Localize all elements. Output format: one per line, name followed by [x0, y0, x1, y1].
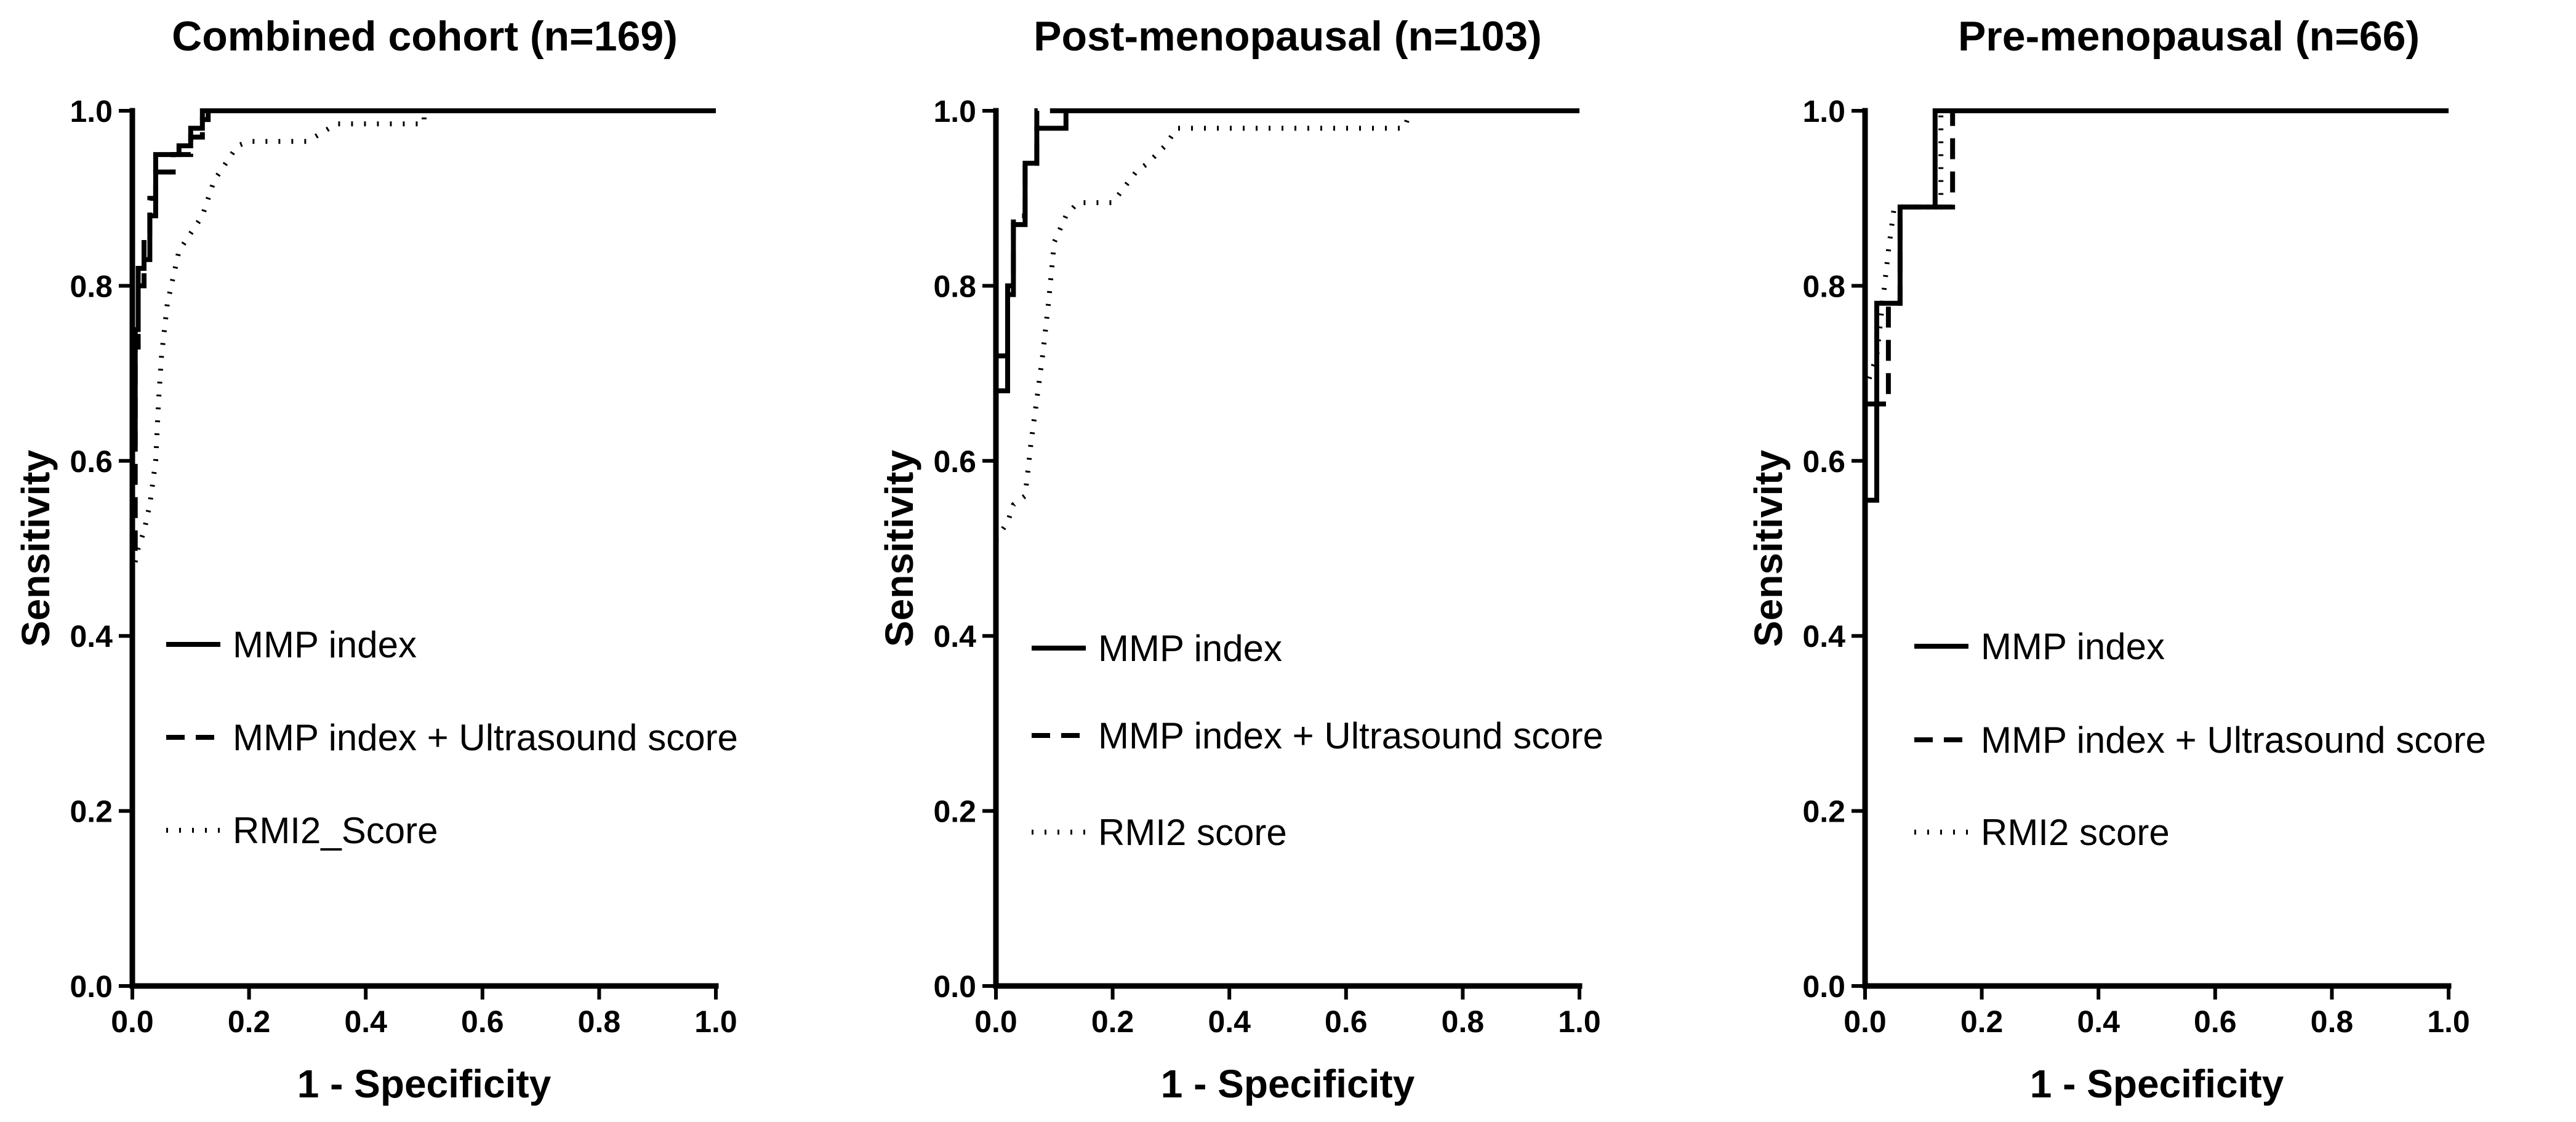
x-tick-label: 0.0: [1844, 1004, 1887, 1039]
chart-title: Pre-menopausal (n=66): [1958, 13, 2420, 60]
roc-panel-2: Post-menopausal (n=103) 0.0 0.2 0.4 0.6 0.8 1.…: [877, 13, 1603, 1106]
x-tick-label: 0.4: [344, 1004, 387, 1039]
y-tick-label: 0.6: [1802, 444, 1845, 479]
x-tick-label: 0.0: [111, 1004, 154, 1039]
y-tick-label: 0.8: [933, 269, 976, 303]
x-tick-label: 0.2: [1091, 1004, 1134, 1039]
y-tick-label: 0.0: [70, 969, 113, 1004]
y-tick-label: 1.0: [933, 94, 976, 129]
x-tick-label: 0.6: [461, 1004, 504, 1039]
series-line-solid: [996, 108, 1579, 393]
x-tick-label: 0.2: [228, 1004, 271, 1039]
y-tick-label: 0.4: [1802, 619, 1845, 654]
series-line-dotted: [130, 108, 716, 575]
roc-panel-3: Pre-menopausal (n=66) 0.0 0.2 0.4 0.6 0.8 1.0 0…: [1746, 13, 2486, 1106]
series-line-solid: [1865, 108, 2449, 503]
x-tick-label: 0.6: [1325, 1004, 1368, 1039]
y-tick-label: 0.8: [70, 269, 113, 303]
roc-panel-1: Combined cohort (n=169) 0.0 0.2 0.4 0.6 0.8 1.…: [14, 13, 738, 1106]
series-line-dotted: [993, 108, 1579, 542]
legend-label: MMP index: [233, 624, 417, 665]
y-tick-label: 0.2: [933, 795, 976, 829]
legend-label: RMI2_Score: [233, 810, 438, 851]
y-tick-label: 0.0: [933, 969, 976, 1004]
x-tick-label: 0.6: [2194, 1004, 2237, 1039]
y-axis-label: Sensitivity: [877, 450, 921, 647]
y-tick-label: 0.6: [70, 444, 113, 479]
y-tick-label: 0.6: [933, 444, 976, 479]
y-axis-label: Sensitivity: [1746, 450, 1791, 647]
y-tick-label: 0.2: [70, 795, 113, 829]
chart-title: Post-menopausal (n=103): [1033, 13, 1542, 60]
y-tick-label: 0.4: [933, 619, 976, 654]
legend-label: MMP index: [1098, 628, 1282, 669]
y-tick-label: 0.2: [1802, 795, 1845, 829]
x-axis-label: 1 - Specificity: [2030, 1062, 2284, 1106]
x-axis-label: 1 - Specificity: [297, 1062, 552, 1106]
x-tick-label: 0.0: [974, 1004, 1017, 1039]
x-tick-label: 0.4: [2077, 1004, 2120, 1039]
series-line-dashed: [1865, 108, 2449, 407]
legend-label: MMP index: [1981, 626, 2165, 667]
legend-label: RMI2 score: [1098, 812, 1287, 853]
y-tick-label: 1.0: [70, 94, 113, 129]
x-tick-label: 0.2: [1960, 1004, 2004, 1039]
x-tick-label: 0.8: [578, 1004, 621, 1039]
x-tick-label: 1.0: [2427, 1004, 2470, 1039]
y-tick-label: 1.0: [1802, 94, 1845, 129]
legend-label: MMP index + Ultrasound score: [1098, 715, 1603, 756]
series-line-dashed: [996, 108, 1579, 359]
legend-label: RMI2 score: [1981, 812, 2170, 853]
chart-title: Combined cohort (n=169): [172, 13, 678, 60]
x-tick-label: 1.0: [1558, 1004, 1601, 1039]
x-tick-label: 1.0: [694, 1004, 737, 1039]
x-tick-label: 0.8: [2311, 1004, 2354, 1039]
x-tick-label: 0.8: [1442, 1004, 1485, 1039]
series-line-solid: [130, 108, 716, 601]
legend-label: MMP index + Ultrasound score: [1981, 719, 2486, 761]
y-tick-label: 0.8: [1802, 269, 1845, 303]
x-axis-label: 1 - Specificity: [1161, 1062, 1415, 1106]
y-tick-label: 0.4: [70, 619, 113, 654]
legend-label: MMP index + Ultrasound score: [233, 717, 738, 758]
x-tick-label: 0.4: [1208, 1004, 1251, 1039]
y-tick-label: 0.0: [1802, 969, 1845, 1004]
y-axis-label: Sensitivity: [14, 450, 58, 647]
